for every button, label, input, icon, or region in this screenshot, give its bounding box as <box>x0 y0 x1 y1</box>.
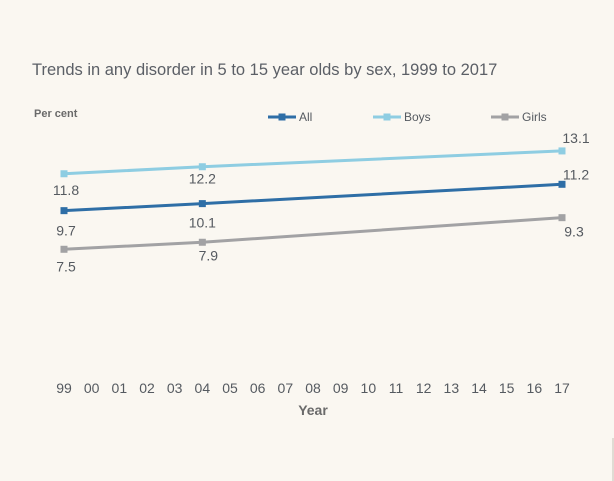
series-girls: 7.5 7.9 9.3 <box>56 214 584 274</box>
x-tick-label: 06 <box>250 380 266 396</box>
data-label-boys: 12.2 <box>189 171 216 187</box>
x-tick-label: 08 <box>305 380 321 396</box>
data-label-girls: 9.3 <box>564 224 584 240</box>
data-label-all: 9.7 <box>56 223 76 239</box>
series-layer: 9.7 10.1 11.2 11.8 12.2 13.1 7.5 7.9 9.3 <box>53 130 590 274</box>
series-boys: 11.8 12.2 13.1 <box>53 130 590 198</box>
x-tick-label: 13 <box>444 380 460 396</box>
data-label-all: 11.2 <box>563 166 589 182</box>
legend-marker-girls <box>501 113 509 121</box>
legend-item-girls: Girls <box>491 110 547 124</box>
x-tick-label: 00 <box>84 380 100 396</box>
x-tick-label: 05 <box>222 380 238 396</box>
legend-label-all: All <box>299 110 312 124</box>
series-line-boys <box>63 149 563 176</box>
data-label-all: 10.1 <box>189 215 216 231</box>
data-point-boys <box>60 170 68 178</box>
x-tick-label: 01 <box>112 380 128 396</box>
legend-marker-boys <box>383 113 391 121</box>
legend-item-boys: Boys <box>373 110 431 124</box>
x-tick-label: 10 <box>361 380 377 396</box>
x-tick-label: 04 <box>195 380 211 396</box>
chart-title: Trends in any disorder in 5 to 15 year o… <box>32 61 497 79</box>
data-label-girls: 7.5 <box>56 258 76 274</box>
series-all: 9.7 10.1 11.2 <box>56 166 589 238</box>
legend-marker-all <box>278 113 286 121</box>
legend-item-all: All <box>268 110 312 124</box>
series-line-all <box>63 182 563 213</box>
x-tick-label: 15 <box>499 380 515 396</box>
legend-label-boys: Boys <box>404 110 431 124</box>
x-axis-label: Year <box>298 402 328 418</box>
data-point-boys <box>558 147 566 155</box>
x-tick-label: 99 <box>56 380 72 396</box>
data-point-girls <box>558 214 566 222</box>
x-tick-label: 11 <box>389 380 404 396</box>
legend-label-girls: Girls <box>522 110 547 124</box>
data-label-boys: 13.1 <box>562 130 589 146</box>
x-tick-label: 17 <box>554 380 570 396</box>
x-tick-label: 14 <box>471 380 487 396</box>
x-tick-label: 09 <box>333 380 349 396</box>
data-point-all <box>60 207 68 215</box>
x-tick-label: 12 <box>416 380 432 396</box>
data-point-all <box>198 200 206 208</box>
legend: All Boys Girls <box>268 110 547 124</box>
data-point-boys <box>198 163 206 171</box>
data-point-all <box>558 180 566 188</box>
y-axis-label: Per cent <box>34 108 78 120</box>
panel-edge <box>612 438 614 481</box>
x-tick-labels: 99 00 01 02 03 04 05 06 07 08 09 10 11 12 13 14 15 16 17 <box>56 380 570 396</box>
data-label-girls: 7.9 <box>199 247 219 263</box>
data-label-boys: 11.8 <box>53 182 79 198</box>
x-tick-label: 02 <box>139 380 155 396</box>
x-tick-label: 03 <box>167 380 183 396</box>
x-tick-label: 07 <box>278 380 294 396</box>
data-point-girls <box>198 238 206 246</box>
data-point-girls <box>60 245 68 253</box>
x-tick-label: 16 <box>527 380 543 396</box>
series-line-girls <box>63 216 563 251</box>
